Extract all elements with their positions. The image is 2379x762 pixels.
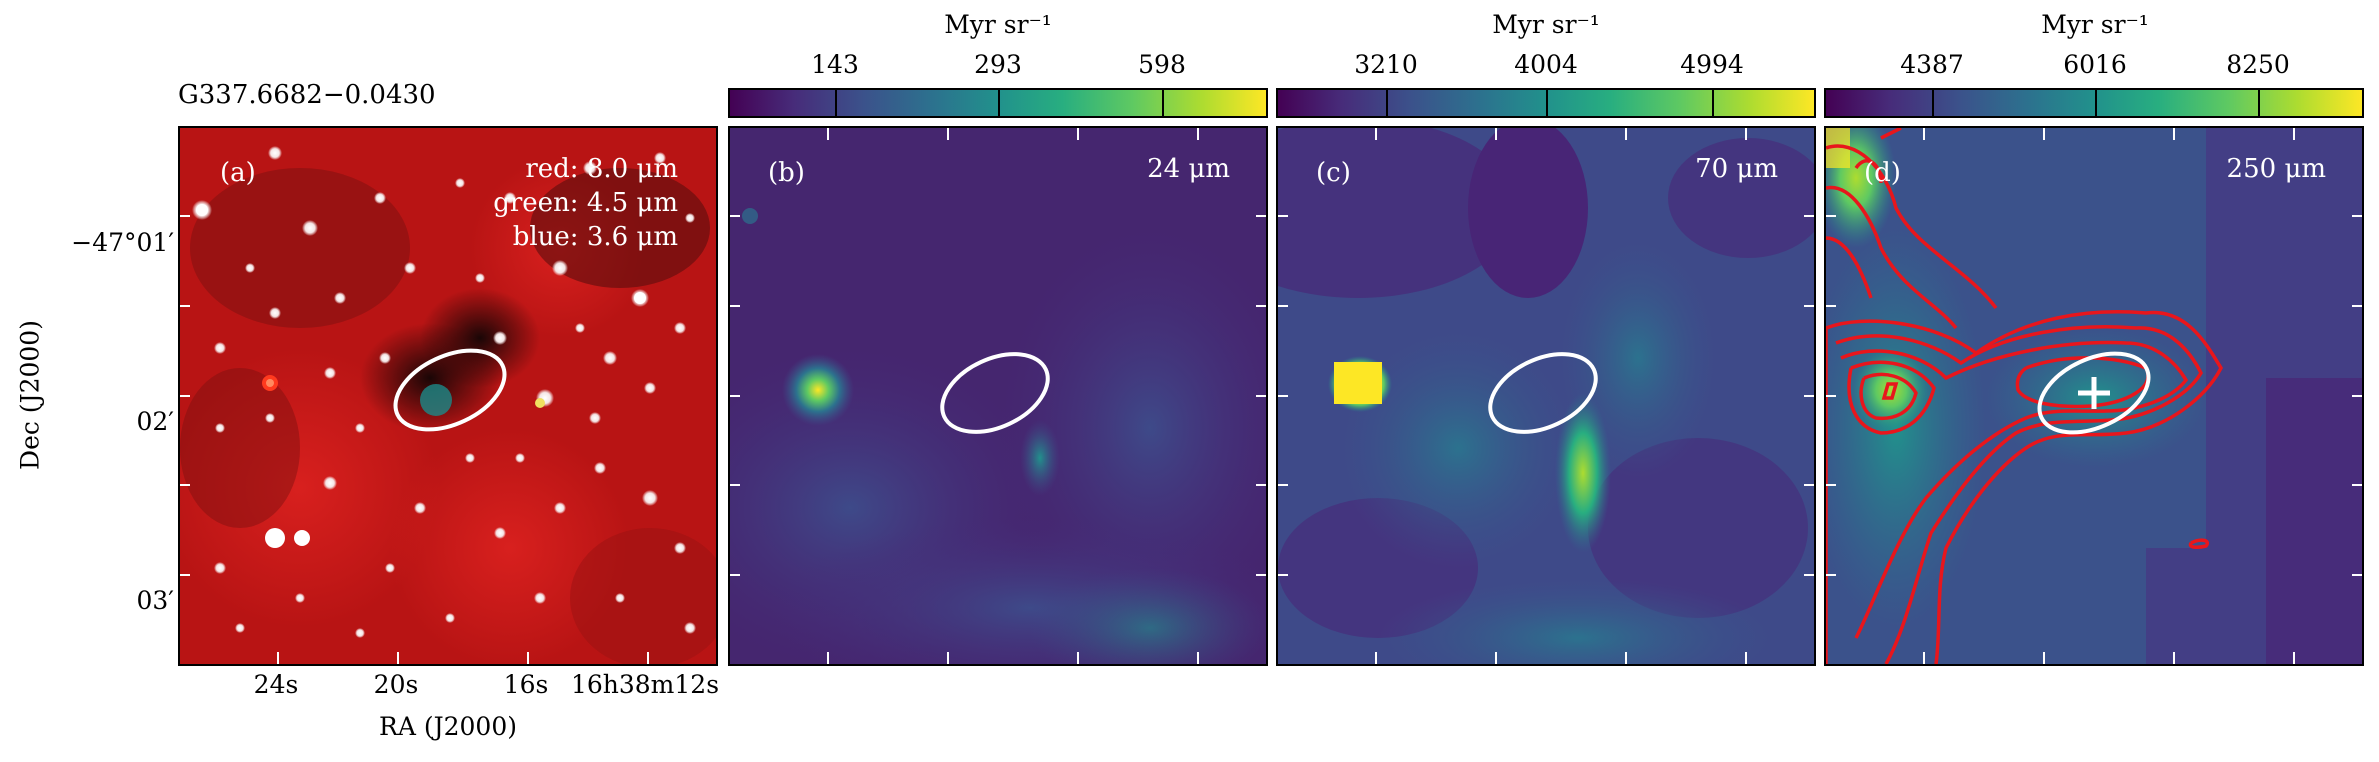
y-tick-label: −47°01′ xyxy=(71,228,174,257)
colorbar-tick-label: 3210 xyxy=(1354,50,1418,79)
colorbar-title-d: Myr sr⁻¹ xyxy=(2041,10,2149,39)
panel-a-rgb-image: (a) red: 8.0 μm green: 4.5 μm blue: 3.6 … xyxy=(178,126,718,666)
source-ellipse xyxy=(1488,352,1598,434)
panel-d-250um-image: (d) 250 μm xyxy=(1824,126,2364,666)
band-label-red: red: 8.0 μm xyxy=(525,154,678,184)
band-label: 24 μm xyxy=(1147,154,1230,184)
colorbar-tick-label: 4387 xyxy=(1900,50,1964,79)
source-ellipse xyxy=(940,352,1050,434)
colorbar-b xyxy=(728,88,1268,118)
colorbar-title-b: Myr sr⁻¹ xyxy=(944,10,1052,39)
colorbar-tick-label: 293 xyxy=(974,50,1022,79)
colorbar-tick-label: 4004 xyxy=(1514,50,1578,79)
colorbar-tick-label: 6016 xyxy=(2063,50,2127,79)
colorbar-d xyxy=(1824,88,2364,118)
colorbar-tick-label: 598 xyxy=(1138,50,1186,79)
colorbar-tick-label: 4994 xyxy=(1680,50,1744,79)
contours xyxy=(1826,128,2223,664)
x-tick-label: 16h38m12s xyxy=(570,670,720,699)
band-label-blue: blue: 3.6 μm xyxy=(512,222,678,252)
source-ellipse xyxy=(2037,351,2151,435)
band-label: 70 μm xyxy=(1695,154,1778,184)
band-label: 250 μm xyxy=(2226,154,2326,184)
x-axis-label: RA (J2000) xyxy=(379,712,517,741)
x-tick-label: 24s xyxy=(253,670,299,699)
source-name: G337.6682−0.0430 xyxy=(178,80,436,110)
panel-label: (a) xyxy=(220,158,256,188)
panel-b-24um-image: (b) 24 μm xyxy=(728,126,1268,666)
band-label-green: green: 4.5 μm xyxy=(493,188,678,218)
y-axis-label: Dec (J2000) xyxy=(15,320,45,470)
x-tick-label: 20s xyxy=(373,670,419,699)
panel-label: (c) xyxy=(1316,158,1351,188)
colorbar-tick-label: 143 xyxy=(811,50,859,79)
colorbar-c xyxy=(1276,88,1816,118)
x-tick-label: 16s xyxy=(503,670,549,699)
source-ellipse xyxy=(393,348,507,432)
panel-label: (d) xyxy=(1864,158,1901,188)
peak-marker xyxy=(2078,377,2110,409)
panel-c-70um-image: (c) 70 μm xyxy=(1276,126,1816,666)
y-tick-label: 03′ xyxy=(136,586,175,615)
y-tick-label: 02′ xyxy=(136,407,175,436)
colorbar-tick-label: 8250 xyxy=(2226,50,2290,79)
colorbar-title-c: Myr sr⁻¹ xyxy=(1492,10,1600,39)
panel-label: (b) xyxy=(768,158,805,188)
